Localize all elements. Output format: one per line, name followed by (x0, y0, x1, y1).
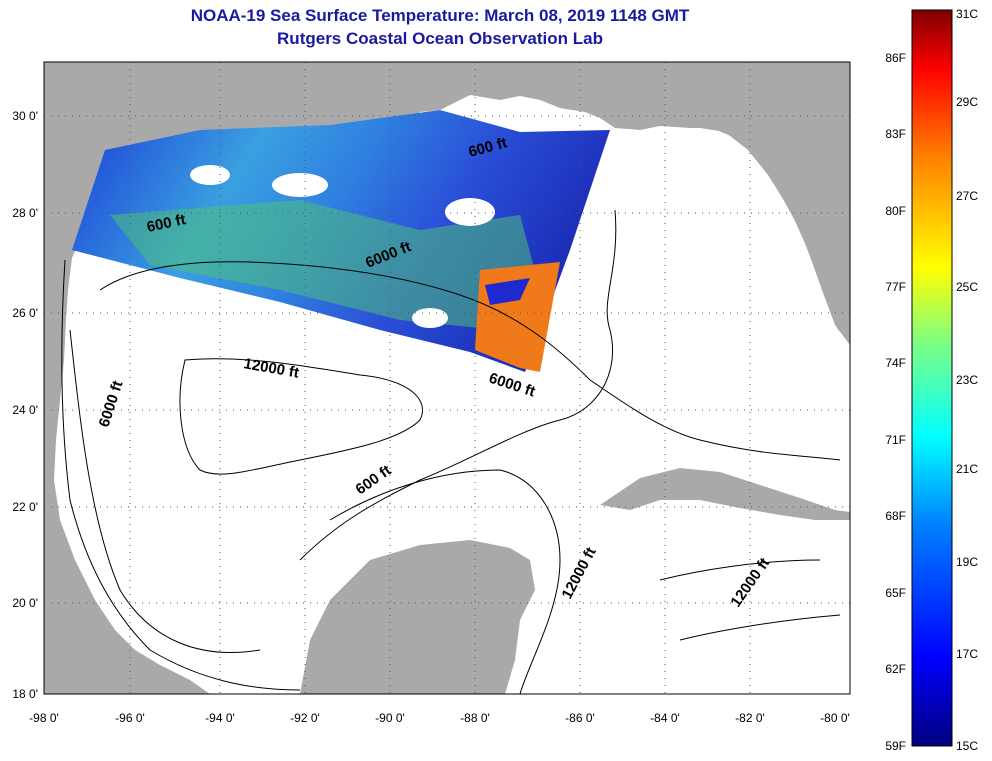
lat-label: 20 0' (12, 596, 38, 610)
yucatan-land (300, 540, 535, 694)
lat-label: 30 0' (12, 109, 38, 123)
lat-label: 28 0' (12, 206, 38, 220)
colorbar-c-label: 29C (956, 95, 978, 109)
lon-label: -84 0' (650, 711, 680, 725)
lon-label: -86 0' (565, 711, 595, 725)
colorbar-c-label: 31C (956, 7, 978, 21)
map-area (44, 62, 850, 694)
colorbar-f-label: 83F (885, 127, 906, 141)
colorbar-c-label: 17C (956, 647, 978, 661)
colorbar-c-label: 27C (956, 189, 978, 203)
lon-label: -96 0' (115, 711, 145, 725)
colorbar-c-label: 19C (956, 555, 978, 569)
colorbar (911, 9, 953, 747)
lat-label: 24 0' (12, 403, 38, 417)
colorbar-f-label: 59F (885, 739, 906, 753)
lon-label: -92 0' (290, 711, 320, 725)
cuba-land (600, 468, 850, 520)
colorbar-f-label: 71F (885, 433, 906, 447)
lat-label: 18 0' (12, 687, 38, 701)
colorbar-f-label: 65F (885, 586, 906, 600)
colorbar-f-label: 62F (885, 662, 906, 676)
colorbar-f-label: 80F (885, 204, 906, 218)
map-frame (43, 61, 851, 695)
lat-label: 26 0' (12, 306, 38, 320)
colorbar-f-label: 68F (885, 509, 906, 523)
colorbar-f-label: 77F (885, 280, 906, 294)
colorbar-c-label: 25C (956, 280, 978, 294)
colorbar-c-label: 21C (956, 462, 978, 476)
lon-label: -90 0' (375, 711, 405, 725)
contour-600 (61, 209, 617, 691)
lon-label: -82 0' (735, 711, 765, 725)
lon-label: -88 0' (460, 711, 490, 725)
colorbar-f-label: 74F (885, 356, 906, 370)
map-subtitle: Rutgers Coastal Ocean Observation Lab (277, 29, 603, 48)
lon-label: -94 0' (205, 711, 235, 725)
colorbar-f-label: 86F (885, 51, 906, 65)
colorbar-c-label: 15C (956, 739, 978, 753)
contour-12000 (179, 358, 841, 641)
colorbar-c-label: 23C (956, 373, 978, 387)
lon-label: -98 0' (29, 711, 59, 725)
map-title: NOAA-19 Sea Surface Temperature: March 0… (190, 6, 690, 25)
florida-land (700, 62, 850, 345)
lon-label: -80 0' (820, 711, 850, 725)
lat-label: 22 0' (12, 500, 38, 514)
contour-6000 (69, 261, 841, 694)
